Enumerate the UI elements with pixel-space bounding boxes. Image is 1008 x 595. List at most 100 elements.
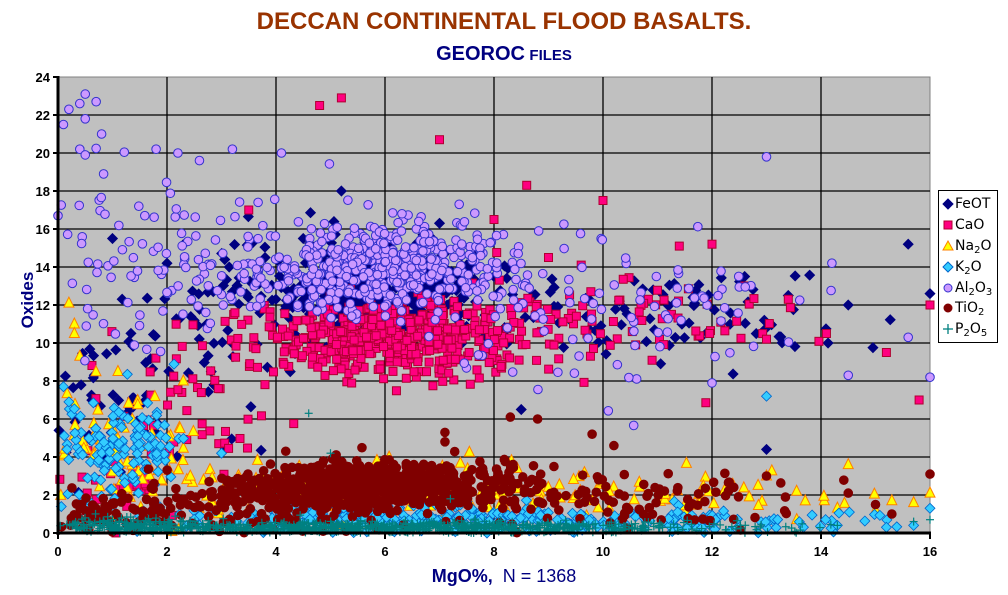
point-feot [304,207,317,219]
point-al2o3 [326,231,337,241]
point-cao [531,301,541,311]
point-al2o3 [162,287,172,298]
point-feot [110,344,122,356]
point-al2o3 [676,315,686,326]
point-al2o3 [507,367,518,377]
point-al2o3 [341,271,352,282]
point-tio2 [532,414,543,424]
point-na2o [463,445,476,457]
point-tio2 [143,464,154,474]
point-cao [350,365,360,375]
point-al2o3 [252,301,262,312]
point-tio2 [344,493,354,504]
point-al2o3 [253,197,263,208]
point-al2o3 [292,300,303,310]
point-tio2 [733,492,744,502]
point-tio2 [435,466,446,476]
point-al2o3 [826,285,836,296]
point-al2o3 [215,215,226,226]
point-al2o3 [385,290,396,300]
point-tio2 [352,498,363,509]
point-k2o [132,487,145,499]
point-cao [659,295,669,305]
point-k2o [160,432,172,444]
point-tio2 [465,487,475,497]
point-cao [331,340,341,350]
point-k2o [806,509,818,521]
point-cao [220,316,230,326]
point-k2o [68,403,80,415]
point-cao [173,385,183,395]
point-tio2 [251,492,261,502]
point-al2o3 [629,326,639,336]
point-al2o3 [76,238,87,249]
point-na2o [122,396,135,408]
point-al2o3 [179,251,190,262]
point-al2o3 [456,239,467,249]
point-na2o [177,373,190,386]
point-al2o3 [683,283,694,294]
point-al2o3 [740,282,751,292]
point-cao [371,331,381,341]
point-tio2 [190,492,201,502]
legend-item-cao: CaO [942,215,997,236]
point-k2o [115,421,128,433]
point-al2o3 [128,252,139,263]
point-al2o3 [624,372,634,383]
point-cao [580,325,590,335]
point-tio2 [775,478,786,488]
point-cao [595,329,605,339]
subtitle-small: FILES [529,47,572,64]
point-al2o3 [626,312,637,323]
point-feot [141,292,153,304]
point-al2o3 [217,248,228,259]
point-al2o3 [491,230,502,241]
point-al2o3 [411,255,422,266]
point-al2o3 [725,347,735,358]
point-al2o3 [137,239,148,249]
point-al2o3 [533,226,544,236]
point-al2o3 [655,341,665,352]
point-cao [206,366,216,376]
point-al2o3 [400,242,411,252]
point-al2o3 [716,316,726,326]
point-tio2 [156,507,167,517]
point-tio2 [504,487,514,497]
point-al2o3 [67,278,78,289]
point-al2o3 [495,303,506,314]
point-al2o3 [236,287,246,297]
y-tick-label: 8 [43,374,50,389]
y-axis-label: Oxides [18,271,37,329]
point-cao [492,326,502,336]
point-tio2 [475,469,485,480]
point-cao [443,335,453,345]
legend-label: Al2O3 [955,279,993,298]
point-cao [406,342,416,352]
point-al2o3 [98,318,109,329]
point-al2o3 [243,242,253,252]
point-feot [84,343,96,355]
point-al2o3 [165,188,176,199]
point-tio2 [128,503,138,514]
point-cao [320,370,330,380]
point-tio2 [528,460,539,471]
point-al2o3 [306,223,317,234]
point-feot [101,348,113,360]
y-tick-label: 4 [43,450,51,465]
point-al2o3 [485,237,496,248]
point-cao [235,433,245,443]
point-cao [522,180,532,190]
point-al2o3 [635,295,645,305]
point-k2o [859,515,871,527]
point-feot [433,217,446,229]
point-al2o3 [437,265,447,276]
point-al2o3 [430,314,441,325]
point-al2o3 [324,159,335,169]
point-k2o [111,451,123,463]
point-feot [113,394,125,406]
point-tio2 [467,464,477,475]
point-al2o3 [434,284,445,294]
point-al2o3 [672,283,683,293]
point-feot [67,382,79,394]
